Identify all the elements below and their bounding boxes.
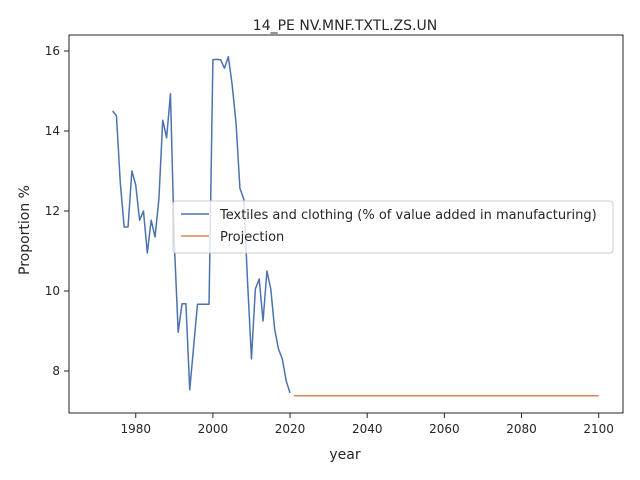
chart-title: 14_PE NV.MNF.TXTL.ZS.UN xyxy=(253,18,437,34)
y-tick-label: 12 xyxy=(45,204,60,218)
y-tick-label: 16 xyxy=(45,44,60,58)
x-tick-label: 2040 xyxy=(352,422,383,436)
legend-box xyxy=(172,200,614,254)
x-axis-label: year xyxy=(329,447,360,463)
series-line-0 xyxy=(112,55,291,394)
y-tick-label: 8 xyxy=(52,364,60,378)
x-tick-label: 2080 xyxy=(506,422,537,436)
legend-label: Projection xyxy=(220,230,284,245)
y-axis-label: Proportion % xyxy=(17,185,33,275)
legend-label: Textiles and clothing (% of value added … xyxy=(219,208,597,223)
y-tick-label: 14 xyxy=(45,124,60,138)
x-tick-label: 2000 xyxy=(198,422,229,436)
x-tick-label: 2060 xyxy=(429,422,460,436)
x-tick-label: 2020 xyxy=(275,422,306,436)
legend: Textiles and clothing (% of value added … xyxy=(172,200,614,254)
x-tick-label: 2100 xyxy=(583,422,614,436)
plot-area: 1980 2000 2020 2040 2060 2080 2100 8 10 12 14 16 Tex… xyxy=(45,34,624,436)
x-tick-label: 1980 xyxy=(120,422,151,436)
y-tick-label: 10 xyxy=(45,284,60,298)
plot-frame xyxy=(68,34,624,414)
